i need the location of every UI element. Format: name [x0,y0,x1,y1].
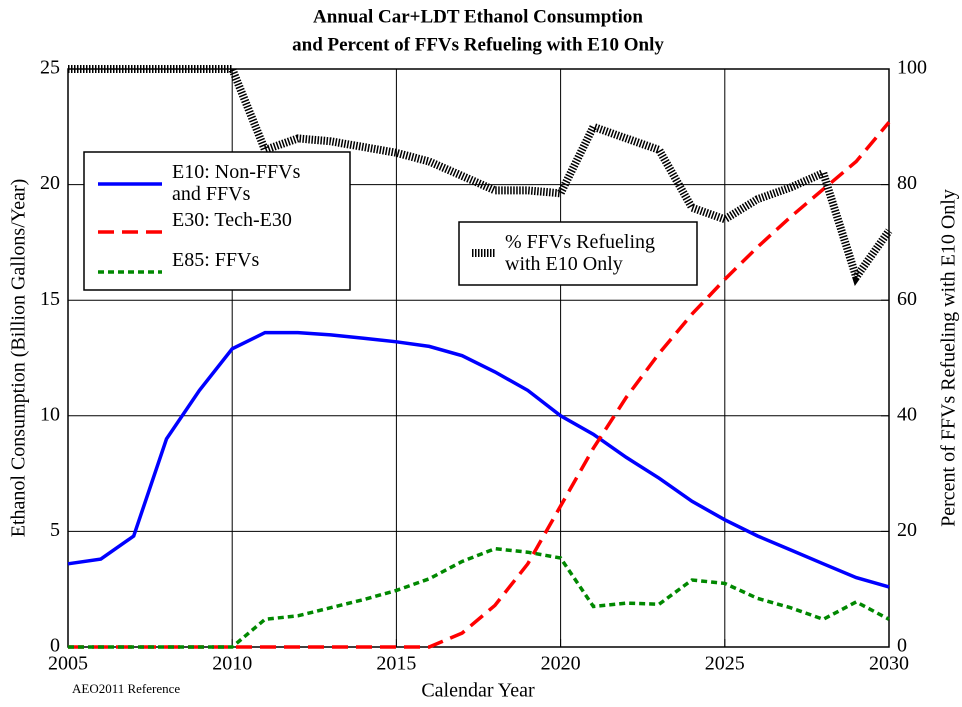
y2-tick-label: 40 [897,403,917,425]
x-axis-label: Calendar Year [421,680,535,702]
chart-title: and Percent of FFVs Refueling with E10 O… [292,34,664,55]
x-tick-label: 2025 [705,653,745,675]
series-line [67,330,890,589]
y2-tick-label: 80 [897,172,917,194]
x-tick-label: 2005 [48,653,88,675]
chart-title: Annual Car+LDT Ethanol Consumption [313,6,643,27]
y2-axis-label: Percent of FFVs Refueling with E10 Only [938,189,960,527]
y2-tick-label: 60 [897,288,917,310]
legend-box [83,151,351,291]
legend-label: E30: Tech-E30 [172,209,292,231]
legend-label: E10: Non-FFVs and FFVs [172,161,301,205]
y-tick-label: 5 [50,519,60,541]
y2-tick-label: 0 [897,635,907,657]
x-tick-label: 2020 [541,653,581,675]
y-tick-label: 25 [40,57,60,79]
note: AEO2011 Reference [72,681,180,696]
y-axis-label: Ethanol Consumption (Billion Gallons/Yea… [8,179,30,538]
y-tick-label: 10 [40,403,60,425]
y2-tick-label: 100 [897,57,927,79]
x-tick-label: 2010 [212,653,252,675]
y-tick-label: 20 [40,172,60,194]
x-tick-label: 2030 [869,653,909,675]
series-line [68,65,893,286]
y2-tick-label: 20 [897,519,917,541]
legend-label: % FFVs Refueling with E10 Only [505,231,655,275]
x-tick-label: 2015 [376,653,416,675]
y-tick-label: 15 [40,288,60,310]
legend-box [458,221,698,286]
series-line [68,121,891,649]
plot-frame [67,68,890,648]
series-line [68,546,890,649]
legend-label: E85: FFVs [172,249,260,271]
y-tick-label: 0 [50,635,60,657]
